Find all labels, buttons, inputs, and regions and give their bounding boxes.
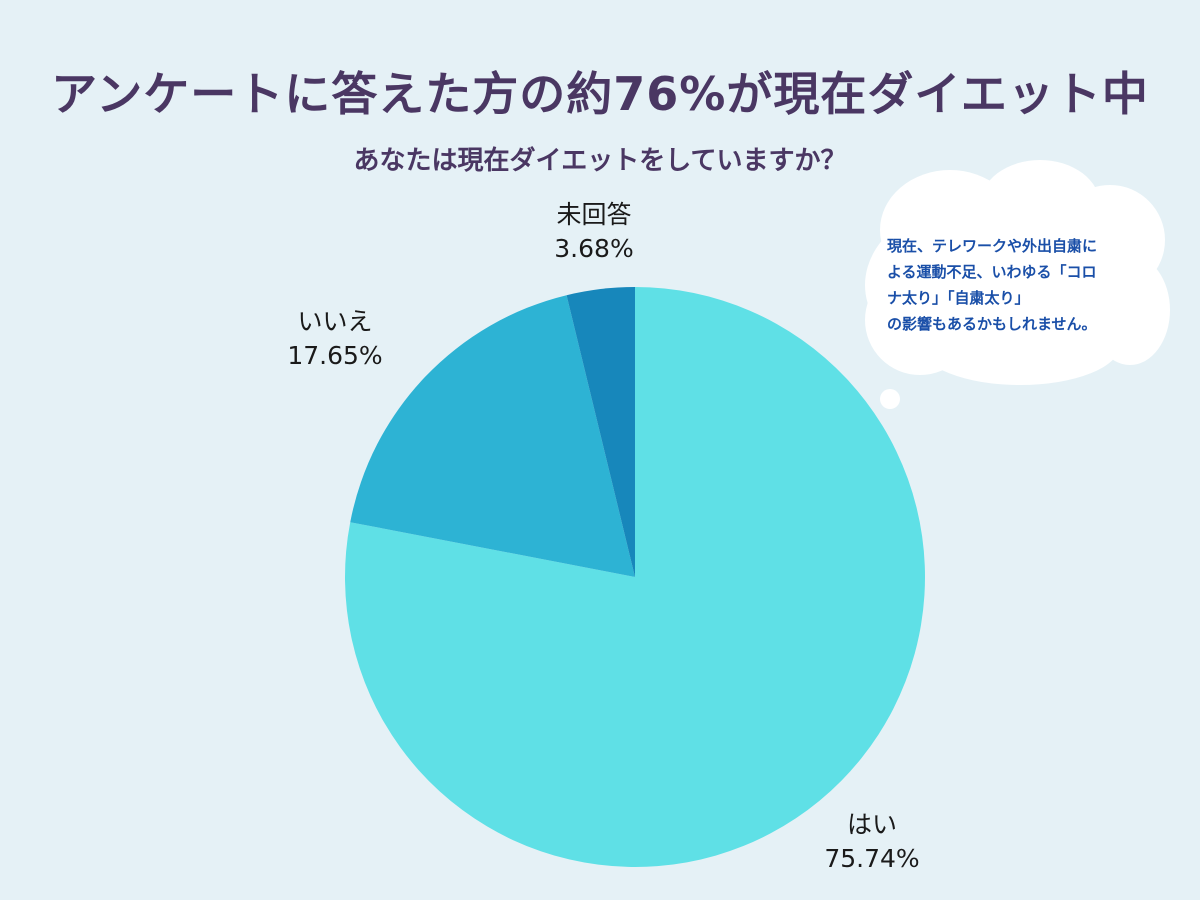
pie-chart	[344, 287, 925, 867]
slice-name: はい	[846, 810, 897, 839]
slice-name: いいえ	[297, 307, 373, 336]
slice-value: 3.68%	[554, 234, 634, 263]
slice-value: 75.74%	[824, 844, 920, 873]
slice-label-iie: いいえ 17.65%	[235, 305, 435, 373]
slice-value: 17.65%	[287, 341, 383, 370]
slice-label-mikaitou: 未回答 3.68%	[494, 198, 694, 266]
callout-line: ナ太り」「自粛太り」	[887, 289, 1030, 307]
callout-line: の影響もあるかもしれません。	[887, 315, 1097, 333]
callout-line: 現在、テレワークや外出自粛に	[887, 237, 1098, 255]
pie-slice-iie	[350, 295, 635, 577]
pie-slice-mikaitou	[566, 287, 635, 577]
thought-bubble-dot	[880, 389, 900, 409]
thought-bubble	[865, 160, 1170, 409]
chart-subtitle: あなたは現在ダイエットをしていますか？	[353, 146, 847, 176]
chart-title: アンケートに答えた方の約76%が現在ダイエット中	[51, 67, 1149, 121]
slice-label-hai: はい 75.74%	[772, 808, 972, 876]
callout-text: 現在、テレワークや外出自粛に よる運動不足、いわゆる「コロ ナ太り」「自粛太り」…	[887, 233, 1157, 337]
slice-name: 未回答	[556, 200, 632, 229]
callout-line: よる運動不足、いわゆる「コロ	[887, 263, 1097, 281]
